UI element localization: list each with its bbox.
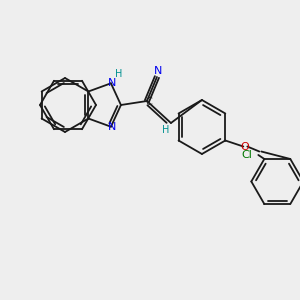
- Text: Cl: Cl: [241, 150, 252, 160]
- Text: H: H: [162, 125, 169, 135]
- Text: H: H: [115, 69, 123, 79]
- Text: C: C: [146, 97, 152, 107]
- Text: N: N: [108, 78, 116, 88]
- Text: N: N: [154, 66, 162, 76]
- Text: N: N: [108, 122, 116, 132]
- Text: O: O: [240, 142, 249, 152]
